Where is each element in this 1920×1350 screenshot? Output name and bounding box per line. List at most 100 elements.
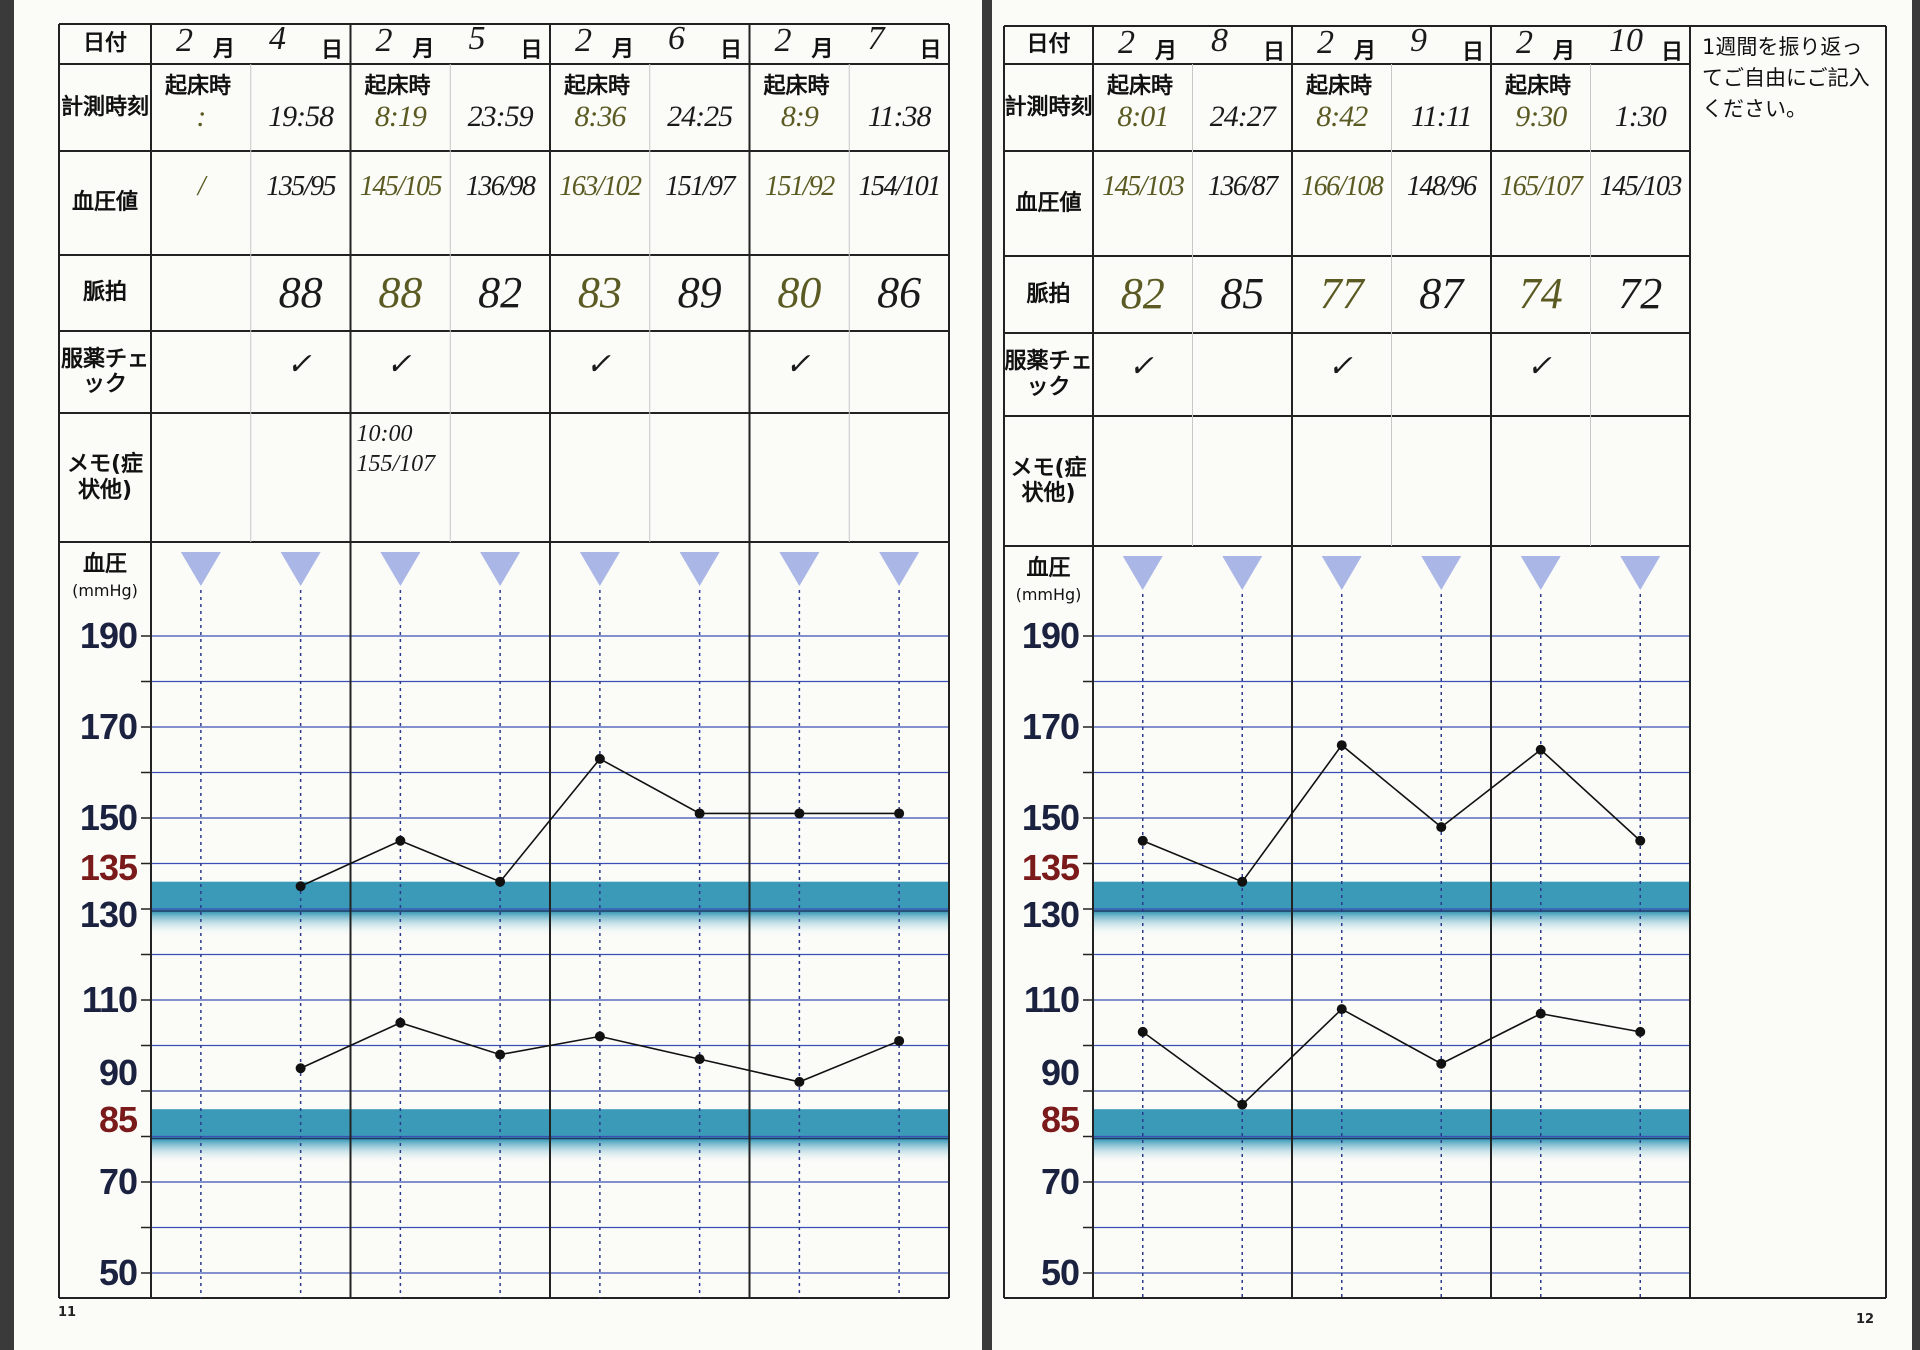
day-suffix: 日 [520,38,543,63]
diastolic-point [295,1063,306,1074]
measure-marker-triangle-icon [1421,556,1462,590]
measure-time: 11:11 [1410,100,1473,133]
y-tick-110: 110 [81,979,138,1020]
systolic-point [295,881,306,892]
measure-time: 8:36 [574,100,626,133]
measure-time: 1:30 [1614,100,1667,133]
y-tick-90: 90 [1040,1052,1080,1093]
bp-value: 136/87 [1207,171,1278,202]
row-label-memo: メモ(症状他) [1010,455,1087,506]
day-suffix: 日 [1263,40,1286,65]
y-tick-135: 135 [79,847,138,889]
systolic-point [894,808,905,819]
med-check-icon[interactable]: ✓ [1526,350,1552,383]
y-tick-85: 85 [1040,1098,1080,1140]
measure-marker-triangle-icon [679,552,720,586]
bp-value: 148/96 [1406,171,1477,202]
measure-time: 8:9 [780,100,819,133]
measure-marker-triangle-icon [180,552,221,586]
page-number: 12 [1856,1312,1875,1327]
measure-time: 19:58 [268,100,334,133]
bp-value: 145/103 [1599,171,1683,202]
row-label-med: 服薬チェック [60,346,149,397]
row-label-pulse: 脈拍 [1026,281,1071,307]
bp-value: 151/97 [665,171,735,202]
pulse-value: 80 [777,268,822,317]
measure-marker-triangle-icon [380,552,421,586]
wake-label: 起床時 [564,74,631,99]
wake-label: 起床時 [364,74,431,99]
med-check-icon[interactable]: ✓ [785,348,811,381]
memo-text: 10:00 155/107 [356,421,436,477]
measure-time: 8:19 [374,100,427,133]
date-month: 2 [1118,24,1135,61]
y-tick-190: 190 [79,615,138,656]
med-check-icon[interactable]: ✓ [1327,350,1353,383]
row-label-memo: メモ(症状他) [66,452,144,503]
measure-marker-triangle-icon [579,552,620,586]
diastolic-point [694,1054,705,1065]
pulse-value: 88 [378,268,423,317]
pulse-value: 74 [1518,269,1563,318]
systolic-point [495,876,506,887]
month-suffix: 月 [1155,39,1178,64]
chart-label: 血圧 [1026,556,1071,582]
day-suffix: 日 [720,38,743,63]
y-tick-150: 150 [1021,797,1080,838]
date-day: 8 [1211,22,1228,59]
date-month: 2 [375,22,393,59]
pulse-value: 88 [278,268,323,317]
y-tick-170: 170 [79,706,138,747]
day-suffix: 日 [1462,40,1485,65]
date-month: 2 [774,22,792,59]
med-check-icon[interactable]: ✓ [585,348,612,381]
row-label-date: 日付 [1026,32,1071,58]
y-tick-190: 190 [1021,615,1080,656]
month-suffix: 月 [213,37,236,62]
month-suffix: 月 [1354,39,1377,64]
med-check-icon[interactable]: ✓ [286,348,312,381]
measure-time: 24:27 [1209,100,1276,133]
row-label-bp: 血圧値 [71,190,138,216]
wake-label: 起床時 [1107,74,1174,99]
date-day: 9 [1410,22,1427,59]
day-suffix: 日 [321,38,344,63]
bp-value: 166/108 [1301,171,1384,202]
med-check-icon[interactable]: ✓ [1128,350,1154,383]
measure-marker-triangle-icon [1620,556,1661,590]
y-tick-70: 70 [98,1161,138,1202]
diastolic-point [1535,1008,1546,1019]
y-tick-70: 70 [1040,1161,1080,1202]
wake-label: 起床時 [165,74,232,99]
date-day: 5 [468,20,486,57]
systolic-point [1535,744,1546,755]
measure-time: 11:38 [867,100,932,133]
diastolic-point [1635,1026,1646,1037]
bp-value: 135/95 [266,171,336,202]
measure-marker-triangle-icon [480,552,521,586]
wake-label: 起床時 [1306,74,1373,99]
y-tick-50: 50 [98,1252,138,1293]
measure-time: 24:25 [667,100,733,133]
pulse-value: 89 [677,268,722,317]
measure-time: : [196,100,206,133]
wake-label: 起床時 [1505,74,1572,99]
date-day: 4 [269,20,286,57]
chart-unit-label: (mmHg) [72,580,138,600]
row-label-med: 服薬チェック [1004,349,1093,400]
diastolic-point [794,1076,805,1087]
chart-unit-label: (mmHg) [1015,584,1082,604]
diastolic-point [1237,1099,1248,1110]
date-month: 2 [176,22,193,59]
weekly-notes-prompt: 1週間を振り返ってご自由にご記入ください。 [1702,35,1870,121]
med-check-icon[interactable]: ✓ [386,348,412,381]
row-label-date: 日付 [82,31,127,57]
y-tick-50: 50 [1040,1252,1080,1293]
measure-marker-triangle-icon [1222,556,1263,590]
diastolic-point [1436,1058,1447,1069]
pulse-value: 82 [478,268,523,317]
systolic-point [794,808,805,819]
diastolic-line [1142,1008,1641,1106]
day-suffix: 日 [919,38,942,63]
y-tick-135: 135 [1021,847,1080,889]
